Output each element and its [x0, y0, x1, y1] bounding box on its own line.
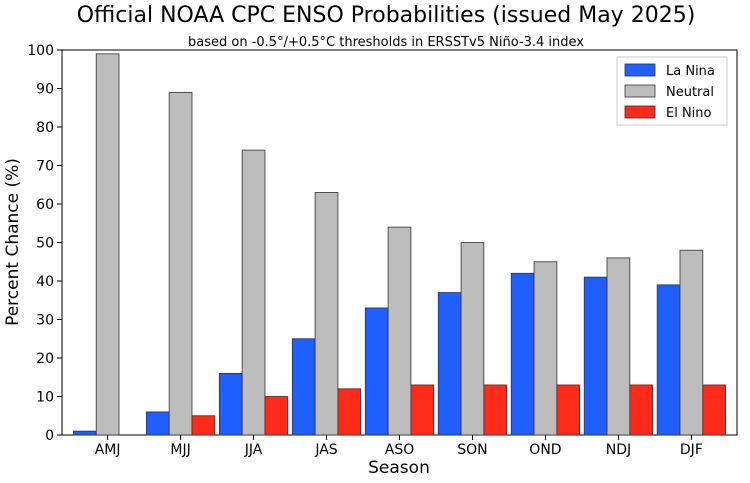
- y-axis-label: Percent Chance (%): [3, 158, 23, 326]
- bar-la-nina: [145, 411, 170, 436]
- bar-la-nina: [291, 338, 316, 436]
- bar-el-nino: [337, 388, 362, 436]
- y-tick-label: 100: [27, 43, 54, 59]
- bar-la-nina: [218, 372, 243, 436]
- x-tick-label: ASO: [385, 442, 414, 458]
- x-tick-label: DJF: [680, 442, 703, 458]
- bar-el-nino: [191, 415, 216, 436]
- bar-neutral: [679, 249, 704, 436]
- bar-neutral: [460, 242, 485, 436]
- y-tick-label: 30: [36, 313, 54, 329]
- x-tick-label: JJA: [244, 442, 263, 458]
- chart-subtitle: based on -0.5°/+0.5°C thresholds in ERSS…: [188, 35, 584, 50]
- y-tick-label: 0: [45, 428, 54, 444]
- bar-la-nina: [437, 292, 462, 436]
- x-tick-label: JAS: [314, 442, 337, 458]
- bar-el-nino: [483, 384, 508, 436]
- legend: La Nina Neutral El Nino: [616, 56, 728, 126]
- legend-label: Neutral: [666, 85, 714, 100]
- legend-swatch: [624, 84, 656, 98]
- x-axis-label: Season: [368, 458, 430, 478]
- bar-el-nino: [264, 396, 289, 436]
- bar-el-nino: [410, 384, 435, 436]
- bar-neutral: [241, 149, 266, 436]
- y-tick-label: 60: [36, 197, 54, 213]
- y-tick-label: 80: [36, 120, 54, 136]
- y-tick-label: 90: [36, 82, 54, 98]
- y-axis: 0 10 20 30 40 50 60 70 80 90 100: [27, 43, 62, 444]
- bar-neutral: [168, 91, 193, 436]
- bar-la-nina: [583, 276, 608, 436]
- bar-el-nino: [556, 384, 581, 436]
- legend-swatch: [624, 63, 656, 77]
- y-tick-label: 70: [36, 159, 54, 175]
- x-tick-label: SON: [457, 442, 487, 458]
- bar-la-nina: [364, 307, 389, 436]
- bar-neutral: [606, 257, 631, 436]
- legend-label: La Nina: [666, 64, 715, 79]
- x-tick-label: OND: [529, 442, 561, 458]
- y-tick-label: 10: [36, 390, 54, 406]
- y-tick-label: 40: [36, 274, 54, 290]
- y-tick-label: 50: [36, 236, 54, 252]
- bar-la-nina: [510, 272, 535, 436]
- bar-la-nina: [73, 430, 97, 436]
- y-tick-label: 20: [36, 351, 54, 367]
- bar-el-nino: [629, 384, 654, 436]
- x-tick-label: AMJ: [95, 442, 121, 458]
- legend-label: El Nino: [666, 106, 712, 121]
- bar-neutral: [533, 261, 558, 436]
- bars-group: [73, 53, 726, 436]
- bar-neutral: [95, 53, 120, 436]
- chart-title: Official NOAA CPC ENSO Probabilities (is…: [77, 3, 696, 28]
- x-tick-label: MJJ: [170, 442, 190, 458]
- x-axis: AMJ MJJ JJA JAS ASO SON OND NDJ DJF: [95, 435, 703, 458]
- x-tick-label: NDJ: [606, 442, 631, 458]
- bar-la-nina: [656, 284, 681, 436]
- bar-neutral: [314, 192, 339, 436]
- bar-el-nino: [702, 384, 726, 436]
- bar-neutral: [387, 226, 412, 436]
- legend-swatch: [624, 105, 656, 119]
